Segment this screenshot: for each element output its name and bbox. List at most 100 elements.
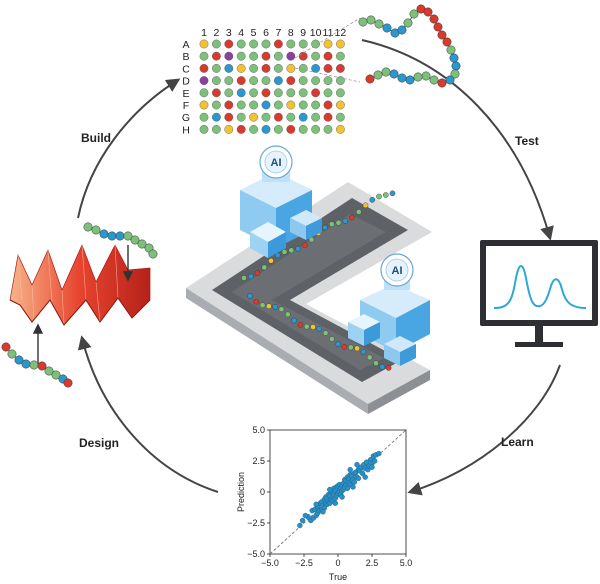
- conveyor-bead: [288, 247, 295, 254]
- scatter-point: [320, 509, 326, 515]
- scatter-point: [354, 462, 360, 468]
- ai-label-2: AI: [392, 265, 403, 277]
- plate-well: [199, 39, 209, 49]
- plate-column-label: 3: [226, 27, 232, 39]
- conveyor-bead: [342, 218, 349, 224]
- x-tick-label: 0: [335, 558, 340, 568]
- residue-bead: [1, 342, 11, 352]
- plate-well: [323, 64, 333, 73]
- plate-well: [286, 39, 296, 49]
- conveyor-bead: [295, 245, 301, 252]
- scatter-point: [350, 484, 356, 490]
- conveyor-bead: [284, 311, 291, 318]
- arrow-design-to-build: [77, 78, 181, 219]
- plate-well: [335, 112, 345, 122]
- x-tick-label: 5.0: [400, 558, 413, 568]
- plate-column-label: 6: [263, 27, 269, 39]
- residue-bead: [445, 75, 455, 85]
- y-tick-label: 2.5: [252, 456, 265, 466]
- conveyor-bead: [254, 270, 261, 276]
- scatter-point: [369, 464, 375, 470]
- residue-bead: [366, 15, 376, 25]
- stage-label-build: Build: [81, 131, 111, 145]
- plate-column-label: 5: [251, 27, 257, 39]
- conveyor-bead: [355, 209, 362, 215]
- scatter-point: [327, 486, 333, 493]
- conveyor-bead: [274, 252, 281, 259]
- plate-well: [211, 76, 221, 86]
- plate-well: [236, 51, 246, 61]
- conveyor-bead: [266, 303, 272, 310]
- plate-well: [211, 124, 221, 134]
- plate-well: [236, 88, 246, 98]
- conveyor-bead: [354, 345, 360, 352]
- conveyor-bead: [389, 190, 396, 197]
- y-tick-label: 0: [260, 487, 265, 497]
- conveyor-bead: [303, 323, 310, 330]
- conveyor-bead: [301, 242, 308, 249]
- residue-bead: [123, 231, 133, 241]
- conveyor-bead: [335, 219, 342, 226]
- plate-well: [261, 124, 271, 134]
- plate-well: [335, 39, 345, 49]
- conveyor-bead: [259, 302, 266, 309]
- plate-well: [249, 100, 259, 110]
- residue-bead: [413, 72, 423, 82]
- zoom-lines: [294, 17, 361, 83]
- y-tick-label: −2.5: [247, 518, 265, 528]
- conveyor-bead: [329, 336, 335, 342]
- plate-column-label: 10: [310, 27, 322, 39]
- residue-bead: [83, 222, 93, 232]
- plate-well: [224, 124, 234, 134]
- residue-bead: [442, 37, 452, 47]
- plate-well: [311, 76, 320, 86]
- plate-well: [261, 88, 271, 98]
- plate-row-label: A: [182, 39, 189, 51]
- ai-machine-2: [348, 253, 430, 366]
- protein-chain-design-bottom: [1, 342, 73, 388]
- plate-row-label: H: [182, 124, 190, 136]
- plate-column-label: 4: [238, 27, 244, 39]
- scatter-point: [332, 500, 338, 506]
- conveyor-bead: [261, 264, 268, 271]
- residue-bead: [91, 225, 101, 235]
- plate-well: [298, 64, 308, 73]
- conveyor-bead: [362, 202, 369, 209]
- plate-well: [298, 124, 308, 134]
- scatter-point: [344, 485, 351, 491]
- scatter-point: [299, 517, 306, 524]
- conveyor-bead: [291, 317, 297, 324]
- conveyor-bead: [281, 249, 288, 255]
- plate-well: [298, 51, 308, 61]
- plate-well: [236, 124, 246, 134]
- plate-well: [298, 100, 308, 110]
- plate-well: [211, 64, 221, 73]
- plate-well: [236, 76, 246, 86]
- plate-well: [211, 100, 221, 110]
- plate-well: [311, 112, 320, 122]
- residue-bead: [99, 229, 109, 239]
- plate-well: [273, 112, 283, 122]
- residue-bead: [374, 19, 384, 29]
- residue-bead: [403, 18, 413, 28]
- plate-well: [236, 100, 246, 110]
- residue-bead: [14, 355, 24, 365]
- residue-bead: [397, 25, 407, 35]
- plate-well: [224, 51, 234, 61]
- plate-well: [311, 100, 320, 110]
- residue-bead: [358, 17, 368, 27]
- arrow-test-to-learn: [407, 364, 561, 496]
- residue-bead: [389, 69, 399, 79]
- plate-row-label: G: [182, 112, 190, 124]
- residue-bead: [365, 74, 375, 84]
- plate-row-label: B: [182, 51, 189, 63]
- conveyor-bead: [328, 221, 335, 227]
- plate-well: [311, 64, 320, 73]
- conveyor-bead: [341, 344, 348, 350]
- conveyor-bead: [297, 322, 304, 328]
- residue-bead: [21, 359, 31, 369]
- ai-label-1: AI: [271, 157, 282, 169]
- conveyor-bead: [322, 330, 329, 336]
- conveyor-bead: [349, 214, 355, 221]
- plate-well: [249, 51, 259, 61]
